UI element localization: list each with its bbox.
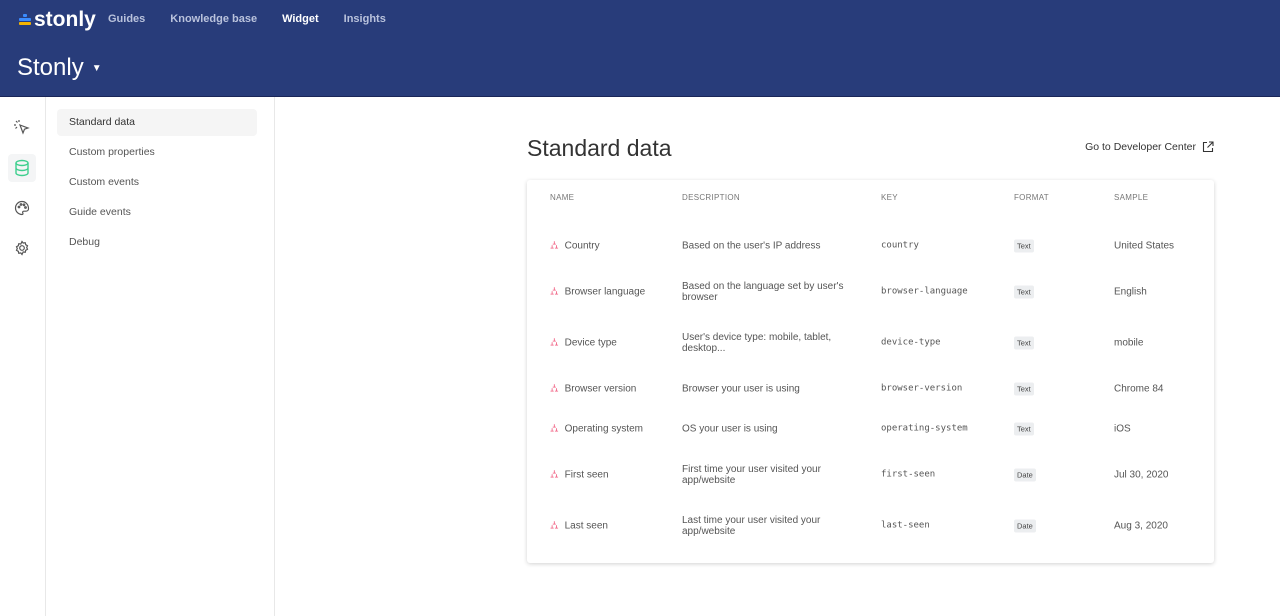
row-name: Browser language bbox=[564, 286, 646, 298]
workspace-selector[interactable]: Stonly ▼ bbox=[17, 54, 102, 82]
description-cell: Based on the user's IP address bbox=[682, 240, 821, 252]
table-row: ⛼ First seen First time your user visited … bbox=[527, 464, 1214, 486]
gear-icon[interactable] bbox=[8, 234, 36, 262]
user-group-icon: ⛼ bbox=[550, 285, 559, 298]
user-group-icon: ⛼ bbox=[550, 239, 559, 252]
table-row: ⛼ Device type User's device type: mobile, … bbox=[527, 332, 1214, 354]
logo-mark-icon bbox=[19, 14, 31, 26]
key-cell: device-type bbox=[881, 337, 941, 348]
row-name: Operating system bbox=[564, 423, 643, 435]
user-group-icon: ⛼ bbox=[550, 422, 559, 435]
row-name: Last seen bbox=[564, 520, 608, 532]
developer-center-link[interactable]: Go to Developer Center bbox=[1085, 141, 1214, 153]
workspace-name: Stonly bbox=[17, 54, 84, 81]
table-row: ⛼ Browser version Browser your user is usi… bbox=[527, 379, 1214, 399]
format-cell: Date bbox=[1014, 519, 1036, 533]
nav-widget[interactable]: Widget bbox=[282, 13, 319, 25]
subnav-guide-events[interactable]: Guide events bbox=[69, 206, 131, 218]
nav-guides[interactable]: Guides bbox=[108, 13, 146, 25]
format-badge: Text bbox=[1014, 336, 1034, 350]
sample-cell: iOS bbox=[1114, 423, 1131, 435]
sample-cell: Aug 3, 2020 bbox=[1114, 520, 1168, 532]
description-cell: User's device type: mobile, tablet, desk… bbox=[682, 332, 832, 354]
sub-navigation: Standard data Custom properties Custom e… bbox=[46, 97, 275, 616]
subnav-custom-properties[interactable]: Custom properties bbox=[69, 146, 155, 158]
sample-cell: Jul 30, 2020 bbox=[1114, 469, 1169, 481]
name-cell: ⛼ Browser language bbox=[550, 285, 646, 298]
nav-knowledge-base[interactable]: Knowledge base bbox=[170, 13, 258, 25]
format-cell: Text bbox=[1014, 422, 1034, 436]
table-row: ⛼ Browser language Based on the language s… bbox=[527, 281, 1214, 303]
key-cell: operating-system bbox=[881, 423, 968, 434]
key-cell: browser-version bbox=[881, 383, 963, 394]
format-cell: Date bbox=[1014, 468, 1036, 482]
pointer-click-icon[interactable] bbox=[8, 114, 36, 142]
name-cell: ⛼ Country bbox=[550, 239, 600, 252]
user-group-icon: ⛼ bbox=[550, 382, 559, 395]
name-cell: ⛼ Last seen bbox=[550, 519, 608, 532]
row-name: Device type bbox=[564, 337, 617, 349]
database-icon[interactable] bbox=[8, 154, 36, 182]
name-cell: ⛼ Device type bbox=[550, 336, 617, 349]
developer-center-label: Go to Developer Center bbox=[1085, 141, 1196, 153]
stonly-logo[interactable]: stonly bbox=[19, 8, 96, 32]
icon-rail bbox=[0, 97, 46, 616]
sample-cell: Chrome 84 bbox=[1114, 383, 1164, 395]
external-link-icon bbox=[1202, 141, 1214, 153]
col-name: NAME bbox=[550, 192, 575, 202]
page-title: Standard data bbox=[527, 135, 672, 161]
format-cell: Text bbox=[1014, 285, 1034, 299]
name-cell: ⛼ First seen bbox=[550, 468, 609, 481]
format-badge: Text bbox=[1014, 382, 1034, 396]
logo-text: stonly bbox=[34, 8, 96, 31]
row-name: First seen bbox=[564, 469, 609, 481]
table-row: ⛼ Last seen Last time your user visited yo… bbox=[527, 515, 1214, 537]
format-badge: Text bbox=[1014, 239, 1034, 253]
format-cell: Text bbox=[1014, 336, 1034, 350]
col-format: FORMAT bbox=[1014, 192, 1049, 202]
user-group-icon: ⛼ bbox=[550, 519, 559, 532]
subnav-debug[interactable]: Debug bbox=[69, 236, 100, 248]
description-cell: Browser your user is using bbox=[682, 383, 800, 395]
row-name: Country bbox=[564, 240, 600, 252]
key-cell: browser-language bbox=[881, 286, 968, 297]
sample-cell: United States bbox=[1114, 240, 1175, 252]
name-cell: ⛼ Browser version bbox=[550, 382, 637, 395]
sample-cell: English bbox=[1114, 286, 1147, 298]
subnav-custom-events[interactable]: Custom events bbox=[69, 176, 140, 188]
table-row: ⛼ Country Based on the user's IP address co… bbox=[527, 236, 1214, 256]
col-key: KEY bbox=[881, 192, 898, 202]
description-cell: Based on the language set by user's brow… bbox=[682, 281, 844, 303]
format-badge: Date bbox=[1014, 519, 1036, 533]
format-cell: Text bbox=[1014, 382, 1034, 396]
col-sample: SAMPLE bbox=[1114, 192, 1149, 202]
caret-down-icon: ▼ bbox=[91, 62, 102, 74]
format-badge: Text bbox=[1014, 285, 1034, 299]
subnav-standard-data[interactable]: Standard data bbox=[57, 109, 257, 136]
palette-icon[interactable] bbox=[8, 194, 36, 222]
key-cell: last-seen bbox=[881, 520, 930, 531]
format-cell: Text bbox=[1014, 239, 1034, 253]
description-cell: First time your user visited your app/we… bbox=[682, 464, 821, 486]
description-cell: OS your user is using bbox=[682, 423, 778, 435]
key-cell: first-seen bbox=[881, 469, 936, 480]
top-nav: Guides Knowledge base Widget Insights bbox=[108, 13, 411, 25]
key-cell: country bbox=[881, 240, 919, 251]
row-name: Browser version bbox=[564, 383, 637, 395]
user-group-icon: ⛼ bbox=[550, 336, 559, 349]
col-description: DESCRIPTION bbox=[682, 192, 740, 202]
standard-data-table: NAME DESCRIPTION KEY FORMAT SAMPLE ⛼ Coun… bbox=[527, 180, 1214, 563]
sample-cell: mobile bbox=[1114, 337, 1144, 349]
format-badge: Date bbox=[1014, 468, 1036, 482]
name-cell: ⛼ Operating system bbox=[550, 422, 643, 435]
top-header: stonly Guides Knowledge base Widget Insi… bbox=[0, 0, 1280, 97]
format-badge: Text bbox=[1014, 422, 1034, 436]
description-cell: Last time your user visited your app/web… bbox=[682, 515, 821, 537]
nav-insights[interactable]: Insights bbox=[343, 13, 386, 25]
table-row: ⛼ Operating system OS your user is using op… bbox=[527, 419, 1214, 439]
user-group-icon: ⛼ bbox=[550, 468, 559, 481]
